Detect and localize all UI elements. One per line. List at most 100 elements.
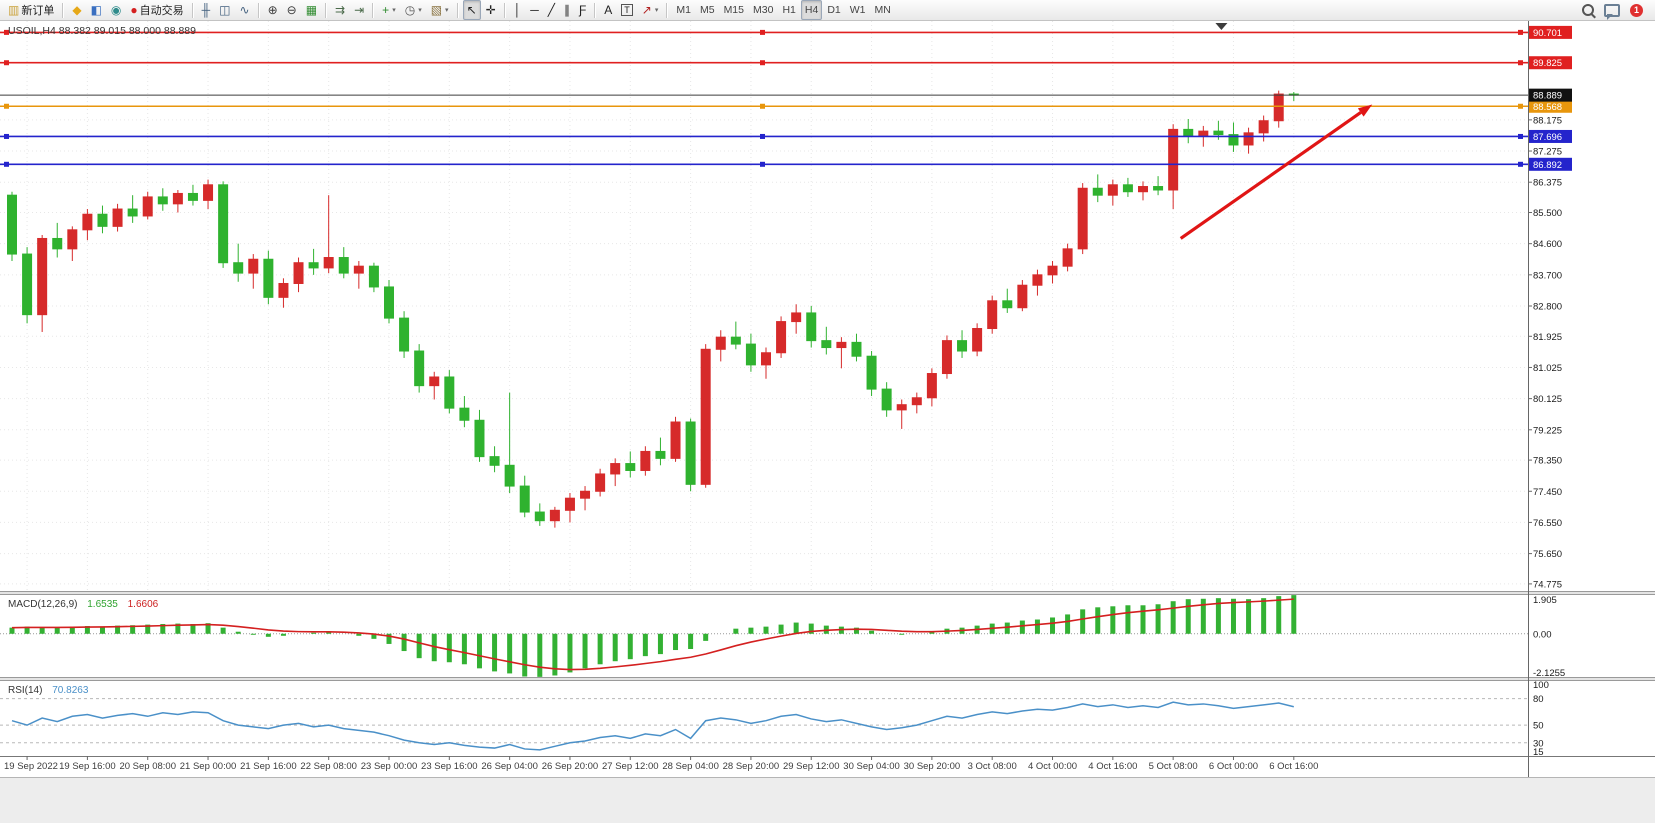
svg-text:81.925: 81.925	[1533, 332, 1562, 343]
dropdown-arrow-icon: ▾	[654, 7, 659, 14]
periods-icon: ◷	[404, 3, 416, 17]
channel-button[interactable]: ∥	[560, 0, 574, 20]
timeframe-h4-button[interactable]: H4	[800, 0, 823, 20]
svg-text:90.701: 90.701	[1533, 28, 1562, 39]
trendline-button[interactable]: ╱	[544, 0, 559, 20]
crosshair-icon: ✛	[485, 3, 496, 17]
svg-text:89.825: 89.825	[1533, 58, 1562, 69]
time-scale[interactable]: 19 Sep 2022 19 Sep 16:00 20 Sep 08:00 21 Se…	[4, 756, 1318, 772]
timeframe-m15-button[interactable]: M15	[720, 0, 748, 20]
svg-text:28 Sep 04:00: 28 Sep 04:00	[662, 761, 719, 772]
search-icon[interactable]	[1582, 4, 1594, 16]
tile-windows-icon: ▦	[305, 3, 318, 17]
macd-panel	[0, 595, 1528, 677]
periods-button[interactable]: ◷ ▾	[401, 0, 426, 20]
timeframe-m5-button[interactable]: M5	[696, 0, 719, 20]
templates-button[interactable]: ▧ ▾	[427, 0, 453, 20]
horizontal-line-button[interactable]: ─	[526, 0, 543, 20]
svg-text:85.500: 85.500	[1533, 208, 1562, 219]
price-scale[interactable]: 88.175 87.275 86.375 85.500 84.600 83.700 82.8…	[1528, 25, 1572, 591]
autotrading-button[interactable]: ● 自动交易	[126, 0, 187, 20]
toolbar-separator	[666, 2, 669, 18]
autotrading-icon: ●	[130, 3, 138, 17]
price-level-line-86.892[interactable]	[0, 161, 1528, 167]
notification-badge[interactable]: 1	[1630, 3, 1643, 17]
panel-separators[interactable]	[0, 21, 1655, 777]
horizontal-line-icon: ─	[530, 3, 539, 17]
toolbar-separator	[325, 2, 328, 18]
price-level-line-89.825[interactable]	[0, 60, 1528, 66]
timeframe-label: M30	[753, 4, 774, 16]
indicators-button[interactable]: + ▾	[378, 0, 400, 20]
new-order-button[interactable]: ▥ 新订单	[4, 0, 58, 20]
svg-text:79.225: 79.225	[1533, 425, 1562, 436]
timeframe-label: D1	[827, 4, 841, 16]
svg-text:23 Sep 00:00: 23 Sep 00:00	[361, 761, 418, 772]
chart-shift-button[interactable]: ⇥	[350, 0, 368, 20]
svg-text:21 Sep 16:00: 21 Sep 16:00	[240, 761, 297, 772]
svg-text:23 Sep 16:00: 23 Sep 16:00	[421, 761, 478, 772]
arrows-icon: ↗	[641, 3, 652, 17]
svg-text:86.375: 86.375	[1533, 178, 1562, 189]
svg-text:-2.1255: -2.1255	[1533, 668, 1565, 679]
line-chart-button[interactable]: ∿	[236, 0, 254, 20]
svg-text:4 Oct 16:00: 4 Oct 16:00	[1088, 761, 1137, 772]
svg-text:19 Sep 16:00: 19 Sep 16:00	[59, 761, 116, 772]
timeframe-m30-button[interactable]: M30	[749, 0, 777, 20]
toolbar-separator	[191, 2, 194, 18]
svg-text:15: 15	[1533, 747, 1544, 758]
candlestick-chart-button[interactable]: ◫	[215, 0, 234, 20]
macd-scale[interactable]: 1.905 0.00 -2.1255	[1533, 595, 1565, 679]
crosshair-button[interactable]: ✛	[482, 0, 500, 20]
svg-text:30 Sep 20:00: 30 Sep 20:00	[904, 761, 961, 772]
timeframe-h1-button[interactable]: H1	[778, 0, 799, 20]
candlestick-series	[7, 90, 1299, 528]
trend-arrow[interactable]	[1179, 104, 1373, 240]
market-watch-button[interactable]: ◆	[68, 0, 85, 20]
navigator-icon: ◉	[110, 3, 122, 17]
svg-text:19 Sep 2022: 19 Sep 2022	[4, 761, 58, 772]
auto-scroll-button[interactable]: ⇉	[331, 0, 349, 20]
price-level-line-90.701[interactable]	[0, 29, 1528, 35]
arrows-button[interactable]: ↗ ▾	[638, 0, 663, 20]
data-window-button[interactable]: ◧	[87, 0, 106, 20]
timeframe-w1-button[interactable]: W1	[846, 0, 870, 20]
svg-text:86.892: 86.892	[1533, 160, 1562, 171]
dropdown-arrow-icon: ▾	[418, 7, 422, 14]
chat-icon[interactable]	[1604, 3, 1620, 20]
timeframe-label: W1	[849, 4, 866, 16]
zoom-out-button[interactable]: ⊖	[283, 0, 301, 20]
tile-windows-button[interactable]: ▦	[302, 0, 321, 20]
cursor-button[interactable]: ↖	[462, 0, 481, 20]
chart-shift-icon: ⇥	[354, 3, 365, 17]
text-label-button[interactable]: T	[617, 0, 637, 20]
zoom-in-button[interactable]: ⊕	[264, 0, 282, 20]
navigator-button[interactable]: ◉	[107, 0, 125, 20]
svg-text:76.550: 76.550	[1533, 518, 1562, 529]
new-order-button-label: 新订单	[21, 5, 55, 17]
toolbar-separator	[372, 2, 375, 18]
indicators-icon: +	[382, 3, 390, 17]
svg-text:26 Sep 04:00: 26 Sep 04:00	[481, 761, 538, 772]
svg-text:20 Sep 08:00: 20 Sep 08:00	[119, 761, 176, 772]
timeframe-label: M15	[723, 4, 744, 16]
fibonacci-button[interactable]: Ƒ	[575, 0, 590, 20]
svg-text:0.00: 0.00	[1533, 629, 1552, 640]
timeframe-m1-button[interactable]: M1	[672, 0, 695, 20]
auto-scroll-icon: ⇉	[335, 3, 346, 17]
text-button[interactable]: A	[600, 0, 616, 20]
text-label-icon: T	[621, 4, 633, 16]
price-level-line-87.696[interactable]	[0, 133, 1528, 139]
vertical-line-button[interactable]: │	[510, 0, 526, 20]
svg-text:88.568: 88.568	[1533, 102, 1562, 113]
timeframe-d1-button[interactable]: D1	[823, 0, 844, 20]
svg-text:26 Sep 20:00: 26 Sep 20:00	[542, 761, 599, 772]
candlestick-chart-icon: ◫	[219, 3, 231, 17]
bar-chart-button[interactable]: ╫	[198, 0, 215, 20]
price-level-line-88.568[interactable]	[0, 103, 1528, 109]
timeframe-mn-button[interactable]: MN	[871, 0, 895, 20]
svg-text:77.450: 77.450	[1533, 487, 1562, 498]
